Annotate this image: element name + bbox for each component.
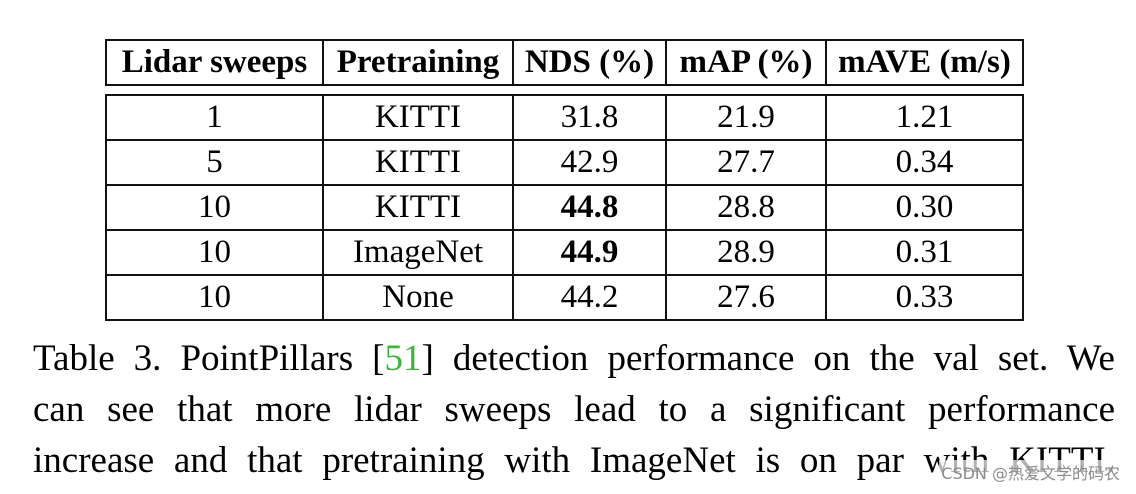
cell-map: 21.9 xyxy=(665,94,827,141)
cell-lidar-sweeps: 10 xyxy=(105,184,324,231)
cell-lidar-sweeps: 1 xyxy=(105,94,324,141)
cell-map: 28.8 xyxy=(665,184,827,231)
cell-nds: 42.9 xyxy=(512,139,667,186)
table-row: 10 None 44.2 27.6 0.33 xyxy=(105,274,1024,321)
header-mave: mAVE (m/s) xyxy=(825,39,1024,86)
table-row: 10 ImageNet 44.9 28.9 0.31 xyxy=(105,229,1024,276)
cell-map: 27.7 xyxy=(665,139,827,186)
cell-mave: 1.21 xyxy=(825,94,1024,141)
caption-line-1: Table 3. PointPillars [51] detection per… xyxy=(33,333,1115,384)
cell-nds: 44.9 xyxy=(512,229,667,276)
header-nds: NDS (%) xyxy=(512,39,667,86)
citation-link[interactable]: 51 xyxy=(384,338,422,379)
table-header-row: Lidar sweeps Pretraining NDS (%) mAP (%)… xyxy=(105,39,1024,86)
caption-line-2: can see that more lidar sweeps lead to a… xyxy=(33,389,1115,430)
cell-nds: 31.8 xyxy=(512,94,667,141)
cell-pretraining: KITTI xyxy=(322,94,514,141)
header-lidar-sweeps: Lidar sweeps xyxy=(105,39,324,86)
cell-pretraining: KITTI xyxy=(322,184,514,231)
table-row: 10 KITTI 44.8 28.8 0.30 xyxy=(105,184,1024,231)
cell-mave: 0.31 xyxy=(825,229,1024,276)
cell-pretraining: KITTI xyxy=(322,139,514,186)
results-table-body: 1 KITTI 31.8 21.9 1.21 5 KITTI 42.9 27.7… xyxy=(105,94,1024,321)
cell-map: 27.6 xyxy=(665,274,827,321)
table-row: 1 KITTI 31.8 21.9 1.21 xyxy=(105,94,1024,141)
cell-pretraining: ImageNet xyxy=(322,229,514,276)
cell-nds: 44.8 xyxy=(512,184,667,231)
cell-lidar-sweeps: 10 xyxy=(105,274,324,321)
cell-mave: 0.30 xyxy=(825,184,1024,231)
cell-map: 28.9 xyxy=(665,229,827,276)
watermark: CSDN @热爱文学的码农 xyxy=(939,460,1122,484)
cell-pretraining: None xyxy=(322,274,514,321)
caption-prefix: Table 3. PointPillars [ xyxy=(33,338,385,379)
cell-nds: 44.2 xyxy=(512,274,667,321)
table-caption: Table 3. PointPillars [51] detection per… xyxy=(33,333,1115,486)
header-map: mAP (%) xyxy=(665,39,827,86)
cell-lidar-sweeps: 10 xyxy=(105,229,324,276)
table-row: 5 KITTI 42.9 27.7 0.34 xyxy=(105,139,1024,186)
cell-mave: 0.34 xyxy=(825,139,1024,186)
header-pretraining: Pretraining xyxy=(322,39,514,86)
caption-line-3: increase and that pretraining with Image… xyxy=(33,440,1115,481)
cell-mave: 0.33 xyxy=(825,274,1024,321)
caption-line1-rest: ] detection performance on the val set. … xyxy=(421,338,1115,379)
results-table-header: Lidar sweeps Pretraining NDS (%) mAP (%)… xyxy=(105,39,1024,86)
cell-lidar-sweeps: 5 xyxy=(105,139,324,186)
